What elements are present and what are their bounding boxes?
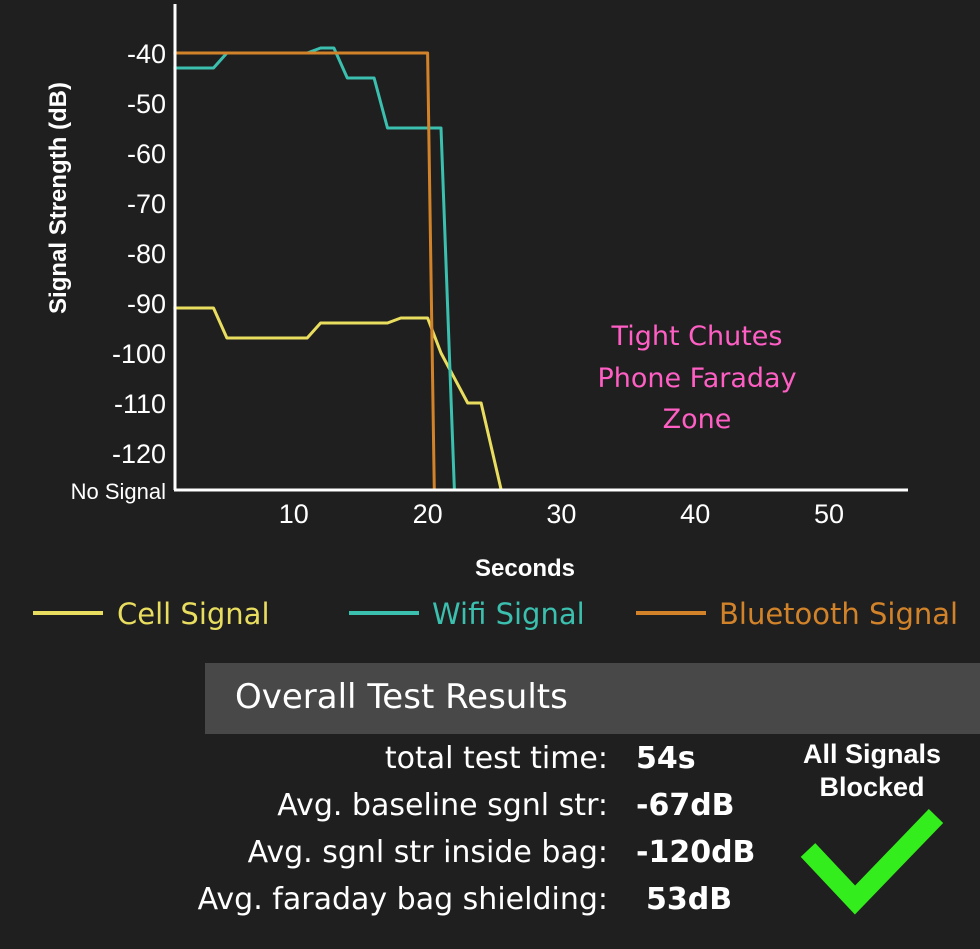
result-label-shielding: Avg. faraday bag shielding: <box>197 882 608 917</box>
legend-label-wifi: Wifi Signal <box>432 597 585 631</box>
y-axis-label: Signal Strength (dB) <box>45 82 72 314</box>
y-tick-label: -100 <box>112 339 166 369</box>
x-tick-label: 10 <box>279 499 309 529</box>
y-tick-label: -70 <box>127 189 166 219</box>
series-line-cell <box>173 306 763 492</box>
results-title: Overall Test Results <box>235 677 568 717</box>
x-axis-label: Seconds <box>475 555 575 582</box>
results-header: Overall Test Results <box>205 663 980 734</box>
y-tick-label: -40 <box>127 39 166 69</box>
status-badge: All Signals Blocked <box>792 738 952 804</box>
status-line-1: All Signals <box>802 739 942 769</box>
x-tick-label: 40 <box>680 499 710 529</box>
series-lines <box>173 46 883 492</box>
y-tick-labels: -40 -50 -60 -70 -80 -90 -100 -110 -120 No Signal <box>71 39 166 504</box>
legend-label-cell: Cell Signal <box>117 597 270 631</box>
result-value-test-time: 54s <box>636 741 696 776</box>
status-line-2: Blocked <box>819 772 925 802</box>
result-label-inside-bag: Avg. sgnl str inside bag: <box>247 835 608 870</box>
y-tick-label: -60 <box>127 139 166 169</box>
signal-strength-chart: Signal Strength (dB) Seconds -40 -50 -60 -7… <box>33 4 958 631</box>
legend-label-bluetooth: Bluetooth Signal <box>719 597 958 631</box>
y-tick-label: -120 <box>112 439 166 469</box>
x-tick-label: 50 <box>814 499 844 529</box>
y-tick-label: -50 <box>127 89 166 119</box>
legend-item-cell: Cell Signal <box>33 597 270 631</box>
x-tick-label: 20 <box>413 499 443 529</box>
x-tick-labels: 10 20 30 40 50 <box>279 499 844 529</box>
y-tick-label: -80 <box>127 239 166 269</box>
y-tick-label: -90 <box>127 289 166 319</box>
result-label-baseline: Avg. baseline sgnl str: <box>277 788 608 823</box>
y-tick-label: -110 <box>114 389 166 419</box>
x-tick-label: 30 <box>546 499 576 529</box>
checkmark-icon <box>800 809 944 915</box>
annotation-line-3: Zone <box>663 404 732 435</box>
legend-item-bluetooth: Bluetooth Signal <box>636 597 958 631</box>
checkmark-stroke <box>800 809 944 915</box>
axes <box>173 4 908 492</box>
result-label-test-time: total test time: <box>384 741 608 776</box>
legend-item-wifi: Wifi Signal <box>349 597 585 631</box>
series-line-wifi <box>173 46 883 492</box>
annotation-line-2: Phone Faraday <box>597 363 796 394</box>
y-tick-label-no-signal: No Signal <box>71 479 166 504</box>
chart-legend: Cell Signal Wifi Signal Bluetooth Signal <box>33 597 958 631</box>
result-value-shielding: 53dB <box>646 882 733 917</box>
annotation-line-1: Tight Chutes <box>611 321 783 352</box>
result-value-baseline: -67dB <box>636 788 735 823</box>
chart-annotation: Tight Chutes Phone Faraday Zone <box>597 321 796 435</box>
result-value-inside-bag: -120dB <box>636 835 756 870</box>
y-axis-title: Signal Strength (dB) <box>45 82 72 314</box>
